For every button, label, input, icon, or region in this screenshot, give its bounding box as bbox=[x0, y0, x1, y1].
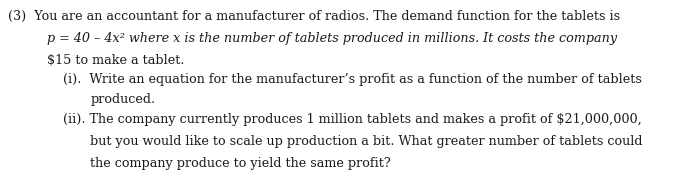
Text: (ii). The company currently produces 1 million tablets and makes a profit of $21: (ii). The company currently produces 1 m… bbox=[63, 113, 641, 126]
Text: but you would like to scale up production a bit. What greater number of tablets : but you would like to scale up productio… bbox=[90, 135, 643, 148]
Text: $15 to make a tablet.: $15 to make a tablet. bbox=[47, 54, 185, 67]
Text: produced.: produced. bbox=[90, 93, 156, 106]
Text: the company produce to yield the same profit?: the company produce to yield the same pr… bbox=[90, 157, 391, 170]
Text: p = 40 – 4x² where x is the number of tablets produced in millions. It costs the: p = 40 – 4x² where x is the number of ta… bbox=[47, 32, 617, 45]
Text: (i).  Write an equation for the manufacturer’s profit as a function of the numbe: (i). Write an equation for the manufactu… bbox=[63, 73, 641, 87]
Text: (3)  You are an accountant for a manufacturer of radios. The demand function for: (3) You are an accountant for a manufact… bbox=[8, 10, 621, 23]
